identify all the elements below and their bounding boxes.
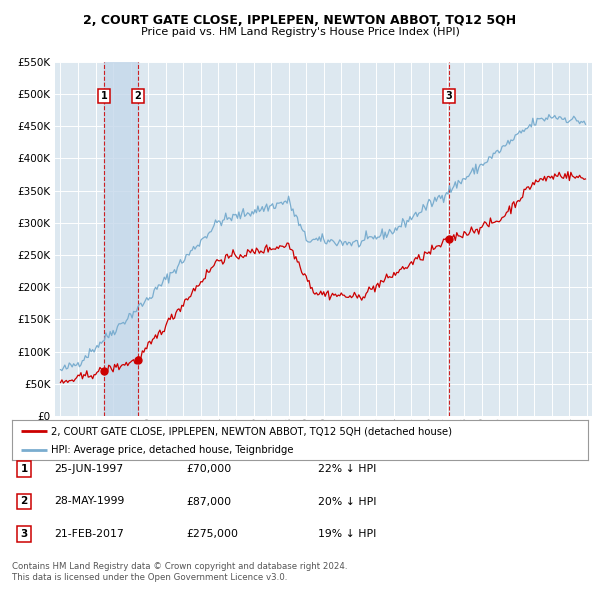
- Text: £70,000: £70,000: [186, 464, 231, 474]
- Text: Contains HM Land Registry data © Crown copyright and database right 2024.: Contains HM Land Registry data © Crown c…: [12, 562, 347, 571]
- Text: 3: 3: [446, 91, 452, 101]
- Bar: [104, 62, 138, 416]
- Text: 22% ↓ HPI: 22% ↓ HPI: [318, 464, 376, 474]
- Text: £275,000: £275,000: [186, 529, 238, 539]
- Text: This data is licensed under the Open Government Licence v3.0.: This data is licensed under the Open Gov…: [12, 572, 287, 582]
- Text: 3: 3: [20, 529, 28, 539]
- Text: 25-JUN-1997: 25-JUN-1997: [54, 464, 123, 474]
- Text: 1: 1: [20, 464, 28, 474]
- Text: 2: 2: [134, 91, 141, 101]
- Text: Price paid vs. HM Land Registry's House Price Index (HPI): Price paid vs. HM Land Registry's House …: [140, 28, 460, 37]
- Text: 20% ↓ HPI: 20% ↓ HPI: [318, 497, 377, 506]
- Text: £87,000: £87,000: [186, 497, 231, 506]
- Text: 2, COURT GATE CLOSE, IPPLEPEN, NEWTON ABBOT, TQ12 5QH: 2, COURT GATE CLOSE, IPPLEPEN, NEWTON AB…: [83, 14, 517, 27]
- Text: 19% ↓ HPI: 19% ↓ HPI: [318, 529, 376, 539]
- Text: 28-MAY-1999: 28-MAY-1999: [54, 497, 124, 506]
- Text: 2: 2: [20, 497, 28, 506]
- Text: 21-FEB-2017: 21-FEB-2017: [54, 529, 124, 539]
- Text: HPI: Average price, detached house, Teignbridge: HPI: Average price, detached house, Teig…: [51, 445, 293, 455]
- Text: 1: 1: [101, 91, 107, 101]
- Text: 2, COURT GATE CLOSE, IPPLEPEN, NEWTON ABBOT, TQ12 5QH (detached house): 2, COURT GATE CLOSE, IPPLEPEN, NEWTON AB…: [51, 427, 452, 437]
